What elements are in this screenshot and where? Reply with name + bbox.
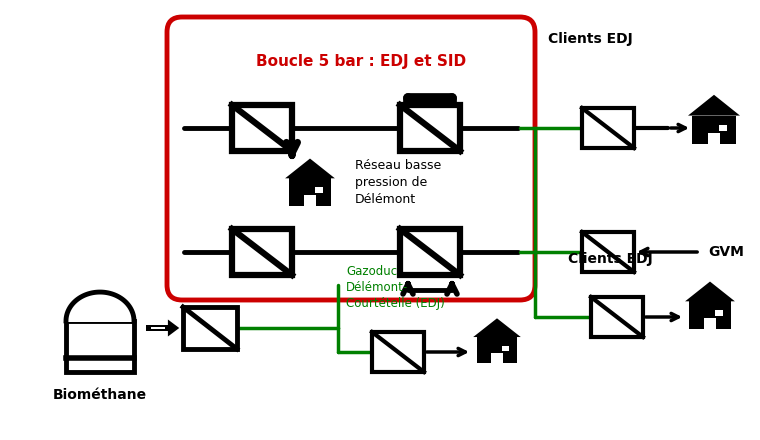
Polygon shape <box>66 292 134 321</box>
Bar <box>591 297 643 337</box>
Bar <box>692 116 736 144</box>
Bar <box>304 195 316 205</box>
Bar <box>183 307 237 349</box>
Polygon shape <box>685 282 735 301</box>
Bar <box>372 332 424 372</box>
Bar <box>492 352 502 363</box>
Bar <box>400 105 460 151</box>
Text: Clients EDJ: Clients EDJ <box>568 252 652 266</box>
Text: Clients EDJ: Clients EDJ <box>548 32 632 46</box>
Bar <box>315 187 322 193</box>
Text: Biométhane: Biométhane <box>53 388 147 402</box>
Bar <box>232 105 292 151</box>
Bar <box>232 229 292 275</box>
Polygon shape <box>285 158 335 178</box>
Bar <box>689 301 731 329</box>
Bar <box>502 345 509 351</box>
Bar <box>708 133 720 144</box>
Bar <box>289 178 331 205</box>
Polygon shape <box>473 318 521 337</box>
Bar <box>582 232 634 272</box>
Bar <box>477 337 517 363</box>
Bar <box>400 229 460 275</box>
Bar <box>66 321 134 372</box>
Text: GVM: GVM <box>708 245 744 259</box>
Bar <box>582 108 634 148</box>
Polygon shape <box>688 95 740 116</box>
Bar <box>715 310 723 316</box>
Bar <box>151 327 165 329</box>
Bar <box>705 318 716 329</box>
Text: Gazoduc
Délémont-
Courtételle (EDJ): Gazoduc Délémont- Courtételle (EDJ) <box>346 265 445 310</box>
Polygon shape <box>168 319 179 337</box>
Text: Réseau basse
pression de
Délémont: Réseau basse pression de Délémont <box>355 158 442 205</box>
Bar <box>719 125 727 132</box>
Bar <box>146 325 170 331</box>
Text: Boucle 5 bar : EDJ et SID: Boucle 5 bar : EDJ et SID <box>256 54 466 69</box>
